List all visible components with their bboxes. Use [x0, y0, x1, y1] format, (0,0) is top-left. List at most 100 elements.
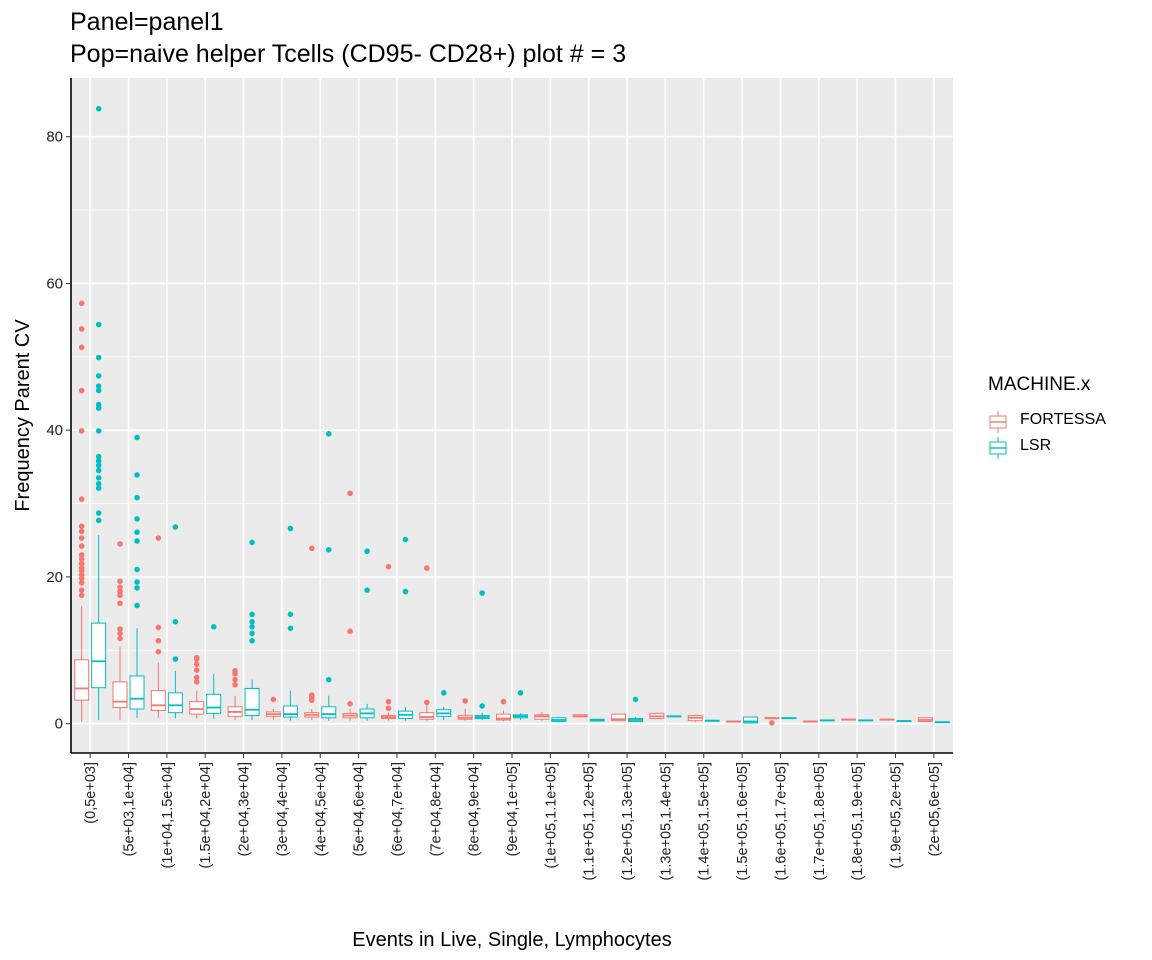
box-iqr — [743, 716, 759, 724]
y-axis-label: Frequency Parent CV — [12, 319, 34, 512]
box-iqr — [112, 681, 128, 709]
outlier-point — [769, 720, 775, 726]
box-lsr-5 — [282, 525, 298, 721]
outlier-point — [385, 563, 392, 570]
outlier-point — [232, 668, 238, 674]
outlier-point — [385, 705, 392, 712]
x-tick-label: (1.6e+05,1.7e+05] — [773, 762, 789, 881]
box-iqr — [189, 701, 205, 715]
x-tick-label: (5e+03,1e+04] — [122, 762, 138, 856]
box-fortessa-2 — [150, 535, 166, 718]
box-fortessa-0 — [74, 300, 90, 722]
outlier-point — [78, 535, 85, 541]
outlier-point — [78, 556, 85, 563]
outlier-point — [325, 431, 332, 437]
outlier-point — [193, 679, 200, 685]
outlier-point — [134, 529, 140, 535]
outlier-point — [462, 698, 468, 704]
x-tick-label: (3e+04,4e+04] — [275, 762, 291, 856]
box-fortessa-10 — [457, 698, 473, 721]
box-lsr-18 — [781, 717, 797, 720]
x-tick-label: (1e+04,1.5e+04] — [160, 762, 176, 868]
outlier-point — [249, 539, 255, 546]
outlier-point — [134, 516, 140, 522]
box-lsr-0 — [91, 106, 107, 720]
legend-key-glyph — [989, 411, 1007, 433]
outlier-point — [134, 566, 140, 573]
box-fortessa-16 — [687, 714, 703, 723]
box-lsr-12 — [551, 717, 567, 723]
box-lsr-3 — [206, 624, 222, 719]
box-fortessa-3 — [189, 654, 205, 719]
x-tick-label: (5e+04,6e+04] — [352, 762, 368, 856]
x-tick-label: (1.8e+05,1.9e+05] — [850, 762, 866, 881]
box-iqr — [91, 622, 107, 689]
outlier-point — [95, 428, 102, 434]
box-lsr-16 — [704, 719, 720, 722]
outlier-point — [134, 602, 140, 609]
box-lsr-10 — [474, 590, 490, 720]
outlier-point — [95, 462, 102, 469]
outlier-point — [270, 696, 277, 703]
chart-subtitle: Pop=naive helper Tcells (CD95- CD28+) pl… — [70, 40, 627, 68]
x-axis-label: Events in Live, Single, Lymphocytes — [352, 929, 671, 951]
box-fortessa-18 — [764, 717, 780, 726]
x-tick-label: (1.3e+05,1.4e+05] — [658, 762, 674, 881]
box-iqr — [321, 706, 337, 719]
outlier-point — [347, 701, 353, 707]
y-tick-label: 20 — [46, 569, 63, 586]
outlier-point — [402, 536, 409, 543]
outlier-point — [78, 523, 85, 530]
outlier-point — [441, 690, 447, 696]
outlier-point — [134, 579, 140, 585]
outlier-point — [500, 698, 507, 705]
outlier-point — [95, 475, 102, 481]
outlier-point — [424, 699, 430, 706]
outlier-point — [78, 428, 85, 434]
x-tick-label: (2e+05,6e+05] — [927, 762, 943, 856]
box-iqr — [150, 690, 166, 711]
x-tick-label: (1.7e+05,1.8e+05] — [812, 762, 828, 881]
outlier-point — [78, 496, 85, 502]
box-fortessa-20 — [841, 718, 857, 721]
x-tick-label: (7e+04,8e+04] — [428, 762, 444, 856]
box-iqr — [74, 659, 90, 701]
box-lsr-9 — [436, 690, 452, 720]
outlier-point — [479, 703, 485, 709]
outlier-point — [364, 587, 370, 593]
box-iqr — [244, 687, 260, 717]
outlier-point — [364, 548, 370, 555]
box-fortessa-19 — [802, 720, 818, 723]
outlier-point — [232, 676, 238, 683]
outlier-point — [287, 625, 294, 632]
outlier-point — [117, 635, 123, 642]
box-fortessa-7 — [342, 490, 358, 721]
y-tick-label: 60 — [46, 275, 63, 292]
box-iqr — [129, 675, 145, 710]
outlier-point — [249, 637, 255, 644]
outlier-point — [155, 637, 162, 644]
box-lsr-15 — [666, 715, 682, 718]
box-lsr-21 — [896, 720, 912, 723]
box-fortessa-13 — [572, 714, 588, 718]
box-fortessa-4 — [227, 668, 243, 720]
outlier-point — [78, 326, 85, 332]
outlier-point — [134, 538, 140, 544]
outlier-point — [249, 611, 255, 618]
outlier-point — [308, 692, 315, 698]
outlier-point — [210, 624, 217, 630]
box-iqr — [611, 713, 627, 722]
outlier-point — [117, 541, 123, 547]
box-lsr-8 — [397, 536, 413, 721]
box-fortessa-17 — [726, 720, 742, 723]
outlier-point — [95, 387, 102, 394]
chart-title: Panel=panel1 — [70, 8, 224, 36]
box-lsr-2 — [167, 524, 183, 719]
x-tick-label: (9e+04,1e+05] — [505, 762, 521, 856]
outlier-point — [95, 321, 102, 328]
box-fortessa-22 — [917, 717, 933, 723]
x-tick-label: (1.5e+04,2e+04] — [198, 762, 214, 868]
outlier-point — [308, 545, 315, 552]
box-lsr-19 — [819, 719, 835, 722]
outlier-point — [78, 300, 85, 307]
